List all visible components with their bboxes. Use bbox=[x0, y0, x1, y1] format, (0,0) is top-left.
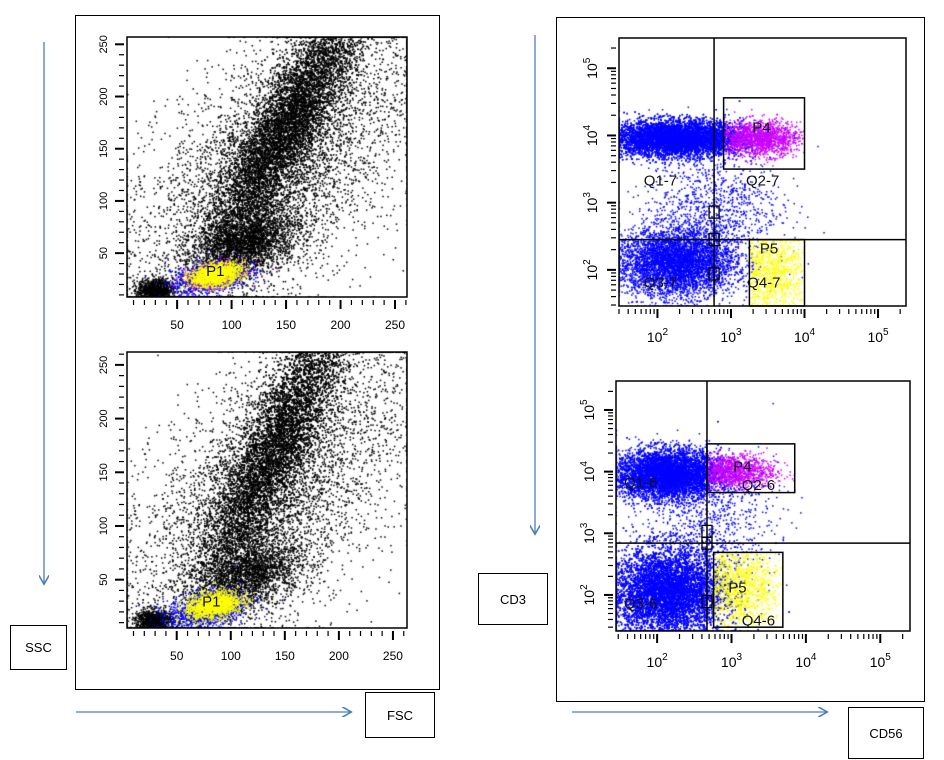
x-tick-label: 150 bbox=[276, 318, 296, 332]
cd56-label: CD56 bbox=[848, 707, 924, 759]
gate-label: Q1-7 bbox=[644, 173, 677, 190]
quadrant-handle[interactable] bbox=[708, 267, 720, 281]
event-cloud bbox=[619, 38, 906, 306]
gate-p4[interactable] bbox=[722, 97, 806, 170]
y-tick-exponent: 4 bbox=[579, 461, 590, 467]
gate-p5[interactable] bbox=[712, 551, 784, 628]
cd56-cd3-plot-top: 102 103 104 105 102 103 104 105 P4 Q1-7 Q2-7 Q3-7 Q4… bbox=[577, 34, 910, 354]
x-tick-exponent: 2 bbox=[662, 327, 668, 338]
gate-label: Q3-6 bbox=[624, 596, 657, 613]
quadrant-handle[interactable] bbox=[701, 524, 713, 539]
gate-label: P4 bbox=[733, 459, 751, 476]
cd3-label: CD3 bbox=[478, 573, 548, 625]
y-tick-exponent: 2 bbox=[582, 259, 593, 265]
gate-p4[interactable] bbox=[706, 443, 796, 494]
fsc-label: FSC bbox=[365, 692, 435, 738]
cd56-cd3-plot-bottom: 102 103 104 105 102 103 104 105 P4 Q1-6 Q2-6 P5 Q4-6… bbox=[574, 377, 914, 679]
y-tick-exponent: 2 bbox=[579, 584, 590, 590]
fsc-ssc-plot-bottom: 50 100 150 200 250 50 100 150 200 250 P1 bbox=[85, 348, 411, 676]
x-tick-label: 100 bbox=[222, 318, 242, 332]
x-tick-exponent: 5 bbox=[883, 327, 889, 338]
y-tick-exponent: 5 bbox=[579, 399, 590, 405]
gate-label: Q3-7 bbox=[644, 274, 677, 291]
quadrant-handle[interactable] bbox=[708, 205, 720, 219]
x-tick-label: 100 bbox=[221, 649, 241, 663]
plot-frame bbox=[126, 36, 408, 298]
x-tick-exponent: 5 bbox=[885, 652, 891, 663]
y-tick-label: 150 bbox=[98, 463, 110, 481]
gate-label: Q4-6 bbox=[742, 613, 775, 630]
y-tick-label: 200 bbox=[98, 409, 110, 427]
y-tick-exponent: 3 bbox=[582, 192, 593, 198]
gate-label: Q2-6 bbox=[742, 477, 775, 494]
quadrant-handle[interactable] bbox=[701, 594, 713, 609]
x-tick-exponent: 4 bbox=[810, 327, 816, 338]
gate-label: Q4-7 bbox=[747, 274, 780, 291]
y-tick-label: 200 bbox=[98, 87, 110, 105]
gate-label: P1 bbox=[206, 263, 224, 280]
x-tick-label: 150 bbox=[275, 649, 295, 663]
gate-label: P5 bbox=[760, 240, 778, 257]
gate-label: P1 bbox=[202, 594, 220, 611]
x-tick-exponent: 4 bbox=[811, 652, 817, 663]
plot-overlay: 50 100 150 200 250 50 100 150 200 250 P1 bbox=[98, 35, 408, 332]
ssc-label: SSC bbox=[10, 625, 67, 670]
x-tick-label: 50 bbox=[170, 649, 184, 663]
event-cloud bbox=[127, 37, 407, 297]
gate-label: Q1-6 bbox=[624, 475, 657, 492]
y-tick-exponent: 5 bbox=[582, 57, 593, 63]
y-tick-label: 50 bbox=[98, 247, 110, 259]
plot-frame bbox=[126, 351, 408, 629]
gate-label: P5 bbox=[728, 579, 746, 596]
y-tick-label: 100 bbox=[98, 517, 110, 535]
plot-frame bbox=[615, 380, 911, 632]
event-cloud bbox=[616, 381, 910, 631]
y-tick-label: 100 bbox=[98, 192, 110, 210]
x-tick-label: 200 bbox=[331, 318, 351, 332]
y-tick-exponent: 3 bbox=[579, 522, 590, 528]
x-tick-exponent: 3 bbox=[737, 652, 743, 663]
x-tick-exponent: 3 bbox=[736, 327, 742, 338]
y-tick-label: 50 bbox=[98, 574, 110, 586]
quadrant-handle[interactable] bbox=[708, 232, 720, 247]
y-tick-label: 250 bbox=[98, 35, 110, 53]
x-tick-label: 200 bbox=[329, 649, 349, 663]
x-tick-label: 250 bbox=[383, 649, 403, 663]
fsc-ssc-plot-top: 50 100 150 200 250 50 100 150 200 250 P1 bbox=[85, 33, 411, 345]
x-tick-label: 50 bbox=[170, 318, 184, 332]
gate-p5[interactable] bbox=[748, 238, 806, 307]
x-tick-label: 250 bbox=[385, 318, 405, 332]
y-tick-exponent: 4 bbox=[582, 124, 593, 130]
x-tick-exponent: 2 bbox=[662, 652, 668, 663]
y-tick-label: 150 bbox=[98, 140, 110, 158]
event-cloud bbox=[127, 352, 407, 628]
y-tick-label: 250 bbox=[98, 356, 110, 374]
gate-label: Q2-7 bbox=[746, 173, 779, 190]
plot-overlay: 50 100 150 200 250 50 100 150 200 250 P1 bbox=[98, 351, 408, 663]
gate-label: P4 bbox=[752, 120, 770, 137]
